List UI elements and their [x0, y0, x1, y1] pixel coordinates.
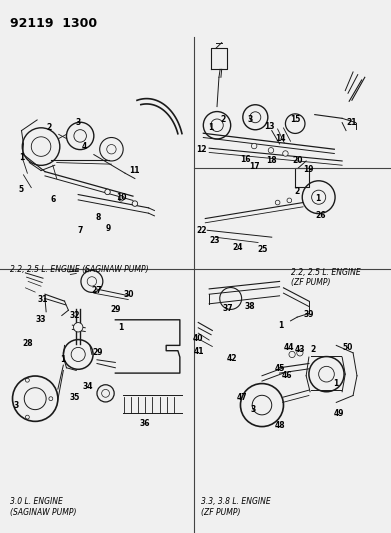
- Text: 15: 15: [290, 116, 300, 124]
- Text: 16: 16: [240, 156, 251, 164]
- Text: 14: 14: [276, 134, 286, 143]
- Circle shape: [268, 148, 274, 153]
- Text: 34: 34: [83, 382, 93, 391]
- Text: 10: 10: [116, 193, 126, 201]
- Text: 1: 1: [208, 124, 214, 132]
- Text: 41: 41: [194, 348, 204, 356]
- Text: 2: 2: [310, 345, 316, 353]
- Text: 50: 50: [342, 343, 352, 352]
- Text: 2: 2: [220, 116, 226, 124]
- Text: 92119  1300: 92119 1300: [10, 17, 97, 30]
- Circle shape: [74, 322, 83, 332]
- Text: 3: 3: [251, 405, 256, 414]
- Text: 5: 5: [19, 185, 24, 193]
- Circle shape: [283, 151, 288, 156]
- Circle shape: [118, 196, 124, 201]
- Text: 36: 36: [140, 419, 150, 428]
- Text: 3.0 L. ENGINE
(SAGINAW PUMP): 3.0 L. ENGINE (SAGINAW PUMP): [10, 497, 76, 516]
- Text: 13: 13: [265, 123, 275, 131]
- Text: 33: 33: [36, 316, 46, 324]
- Text: 4: 4: [81, 142, 87, 151]
- Text: 27: 27: [91, 286, 102, 295]
- Text: 18: 18: [266, 157, 277, 165]
- Text: 3: 3: [75, 118, 81, 127]
- Text: 7: 7: [77, 226, 83, 235]
- Text: 29: 29: [93, 349, 103, 357]
- Text: 26: 26: [316, 212, 326, 220]
- Text: 12: 12: [196, 145, 206, 154]
- Text: 8: 8: [95, 213, 100, 222]
- Text: 28: 28: [23, 340, 34, 348]
- Text: 29: 29: [110, 305, 120, 313]
- Text: 35: 35: [70, 393, 80, 401]
- Text: 30: 30: [124, 290, 134, 298]
- Text: 17: 17: [249, 162, 260, 171]
- Text: 21: 21: [347, 118, 357, 127]
- Text: 44: 44: [283, 343, 294, 352]
- Circle shape: [287, 198, 292, 203]
- Text: 2: 2: [294, 188, 300, 196]
- Text: 43: 43: [295, 345, 305, 353]
- Text: 6: 6: [50, 196, 56, 204]
- Text: 39: 39: [304, 310, 314, 319]
- Circle shape: [297, 350, 303, 356]
- Text: 2.2, 2.5 L. ENGINE
(ZF PUMP): 2.2, 2.5 L. ENGINE (ZF PUMP): [291, 268, 360, 287]
- Text: 9: 9: [106, 224, 111, 232]
- Text: 47: 47: [237, 393, 248, 401]
- Text: 32: 32: [69, 311, 79, 320]
- Text: 3: 3: [14, 401, 19, 409]
- Circle shape: [289, 351, 295, 358]
- Text: 40: 40: [193, 334, 203, 343]
- Text: 42: 42: [226, 354, 237, 362]
- Circle shape: [132, 201, 138, 206]
- Text: 2: 2: [46, 124, 52, 132]
- Text: 1: 1: [19, 153, 24, 161]
- Text: 48: 48: [274, 421, 285, 430]
- Text: 46: 46: [282, 372, 292, 380]
- Circle shape: [275, 200, 280, 205]
- Text: 45: 45: [274, 365, 285, 373]
- Text: 3: 3: [248, 116, 253, 124]
- Text: 3.3, 3.8 L. ENGINE
(ZF PUMP): 3.3, 3.8 L. ENGINE (ZF PUMP): [201, 497, 270, 516]
- Text: 11: 11: [130, 166, 140, 175]
- Circle shape: [251, 143, 257, 149]
- Text: 19: 19: [304, 165, 314, 174]
- Text: 23: 23: [209, 237, 219, 245]
- Text: 37: 37: [222, 304, 233, 312]
- Text: 22: 22: [196, 226, 206, 235]
- Text: 38: 38: [245, 302, 256, 311]
- Text: 1: 1: [60, 356, 65, 364]
- Text: 1: 1: [278, 321, 283, 329]
- Text: 49: 49: [334, 409, 344, 417]
- Text: 2.2, 2.5 L. ENGINE (SAGINAW PUMP): 2.2, 2.5 L. ENGINE (SAGINAW PUMP): [10, 265, 149, 274]
- Text: 1: 1: [118, 324, 124, 332]
- Text: 1: 1: [315, 194, 320, 203]
- Circle shape: [105, 189, 110, 195]
- Text: 31: 31: [38, 295, 48, 304]
- Text: 24: 24: [233, 244, 243, 252]
- Text: 1: 1: [333, 379, 338, 388]
- Text: 20: 20: [292, 157, 302, 165]
- Text: 25: 25: [258, 245, 268, 254]
